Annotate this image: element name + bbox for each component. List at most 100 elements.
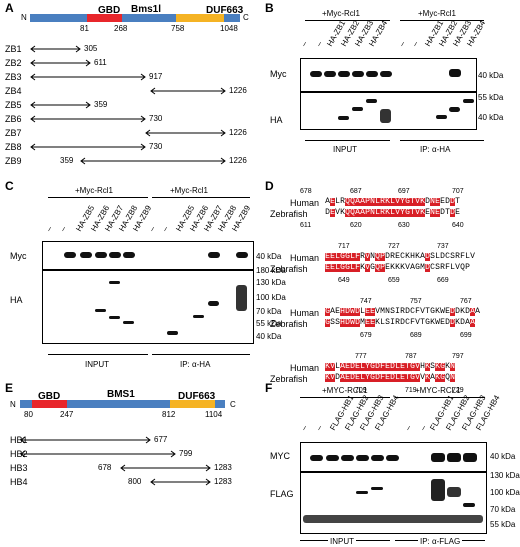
- residue: T: [410, 208, 415, 217]
- residue: C: [410, 307, 415, 316]
- residue: L: [335, 263, 340, 272]
- group-label-ip: +Myc-Rcl1: [170, 186, 209, 195]
- blot-band: [64, 252, 76, 258]
- align-position-bottom: 699: [460, 332, 472, 339]
- align-species-zebrafish: Zebrafish: [270, 209, 308, 219]
- construct-label: ZB9: [5, 156, 22, 166]
- residue: Q: [445, 373, 450, 382]
- residue: S: [335, 318, 340, 327]
- marker-myc-40: 40 kDa: [490, 452, 516, 461]
- residue: W: [350, 318, 355, 327]
- marker-ha-70: 70 kDa: [256, 307, 282, 316]
- residue: D: [400, 318, 405, 327]
- blot-band: [380, 71, 392, 77]
- residue: R: [390, 252, 395, 261]
- residue: G: [415, 263, 420, 272]
- lane-label: –: [44, 224, 55, 233]
- construct-arrow: [80, 157, 226, 165]
- blot-band: [366, 71, 378, 77]
- lane-label: –: [147, 224, 158, 233]
- blot-band: [436, 115, 447, 119]
- protein-name: Bms1l: [131, 4, 162, 15]
- residue: G: [425, 318, 430, 327]
- residue: D: [375, 373, 380, 382]
- n-terminus: N: [10, 400, 16, 409]
- construct-label: ZB3: [5, 72, 22, 82]
- blot-band: [95, 309, 106, 312]
- c-terminus: C: [243, 13, 249, 22]
- domain-label-duf: DUF663: [178, 391, 216, 402]
- residue: E: [370, 307, 375, 316]
- group-label-input: +MYC-RCL1: [322, 386, 368, 395]
- lane-label: –: [299, 423, 310, 432]
- panel-label-b: B: [265, 1, 274, 15]
- align-position-bottom: 709: [355, 387, 367, 394]
- residue: K: [385, 208, 390, 217]
- residue: Q: [345, 197, 350, 206]
- protein-backbone: [20, 400, 225, 408]
- human-sequence: AELRQQAAPNLRKLVYGTVKDNEEDDT: [325, 198, 460, 206]
- residue: W: [350, 307, 355, 316]
- blot-band: [356, 491, 368, 494]
- construct-arrow: [30, 45, 81, 53]
- panel-label-e: E: [5, 381, 14, 395]
- residue: P: [380, 263, 385, 272]
- n-terminus: N: [21, 13, 27, 22]
- residue: E: [335, 307, 340, 316]
- residue: E: [400, 362, 405, 371]
- align-position-top: 727: [388, 243, 400, 250]
- row-label-myc: Myc: [270, 69, 287, 79]
- residue: Y: [365, 373, 370, 382]
- construct-end: 1226: [229, 86, 247, 95]
- residue: N: [430, 197, 435, 206]
- panel-label-d: D: [265, 179, 274, 193]
- residue: V: [415, 373, 420, 382]
- residue: L: [350, 252, 355, 261]
- domain-label-gbd: GBD: [38, 391, 61, 402]
- residue: Q: [345, 208, 350, 217]
- blot-band: [208, 301, 219, 306]
- group-label-input: +Myc-Rcl1: [322, 9, 361, 18]
- blot-band: [371, 455, 384, 461]
- construct-end: 1226: [229, 156, 247, 165]
- construct-label: ZB4: [5, 86, 22, 96]
- protein-name: BMS1: [107, 389, 135, 400]
- residue: F: [355, 252, 360, 261]
- align-species-zebrafish: Zebrafish: [270, 264, 308, 274]
- construct-arrow: [20, 450, 176, 458]
- residue: K: [385, 197, 390, 206]
- align-position-top: 697: [398, 188, 410, 195]
- residue: K: [420, 197, 425, 206]
- residue: K: [455, 318, 460, 327]
- residue: E: [425, 208, 430, 217]
- residue: E: [325, 263, 330, 272]
- align-position-top: 777: [355, 353, 367, 360]
- row-label-flag: FLAG: [270, 489, 294, 499]
- zebrafish-sequence: EELGGLFKVGQPEKKKVAGMDCSRFLVQP: [325, 264, 470, 272]
- blot-band: [341, 455, 354, 461]
- residue: G: [405, 208, 410, 217]
- zebrafish-sequence: DEVKQQAAPNLRKLVYGTVKENEDTDE: [325, 209, 460, 217]
- blot-band: [303, 515, 483, 523]
- construct-label: ZB6: [5, 114, 22, 124]
- residue: S: [330, 318, 335, 327]
- residue: K: [425, 373, 430, 382]
- construct-label: ZB5: [5, 100, 22, 110]
- blot-band: [167, 331, 178, 335]
- tick-80: 80: [24, 410, 33, 419]
- residue: E: [355, 362, 360, 371]
- construct-end: 799: [179, 449, 193, 458]
- construct-label: HB4: [10, 477, 28, 487]
- residue: H: [410, 252, 415, 261]
- residue: D: [350, 362, 355, 371]
- residue: E: [325, 252, 330, 261]
- residue: V: [415, 197, 420, 206]
- tick-812: 812: [162, 410, 176, 419]
- residue: G: [345, 263, 350, 272]
- residue: P: [365, 197, 370, 206]
- residue: K: [325, 373, 330, 382]
- residue: L: [395, 362, 400, 371]
- residue: P: [380, 252, 385, 261]
- blot-band: [324, 71, 336, 77]
- residue: A: [340, 373, 345, 382]
